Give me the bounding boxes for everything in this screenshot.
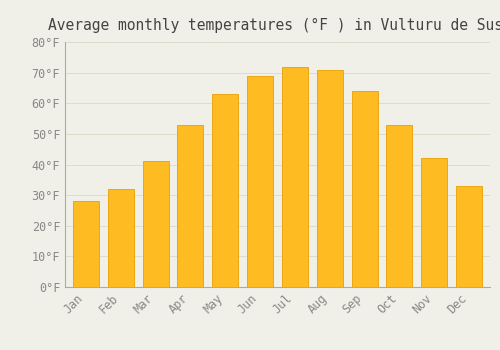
Bar — [282, 66, 308, 287]
Bar — [352, 91, 378, 287]
Bar — [178, 125, 204, 287]
Bar — [456, 186, 482, 287]
Bar — [316, 70, 343, 287]
Text: Average monthly temperatures (°F ) in Vulturu de Sus: Average monthly temperatures (°F ) in Vu… — [48, 18, 500, 33]
Bar — [108, 189, 134, 287]
Bar — [73, 201, 99, 287]
Bar — [142, 161, 169, 287]
Bar — [421, 158, 448, 287]
Bar — [212, 94, 238, 287]
Bar — [247, 76, 273, 287]
Bar — [386, 125, 412, 287]
